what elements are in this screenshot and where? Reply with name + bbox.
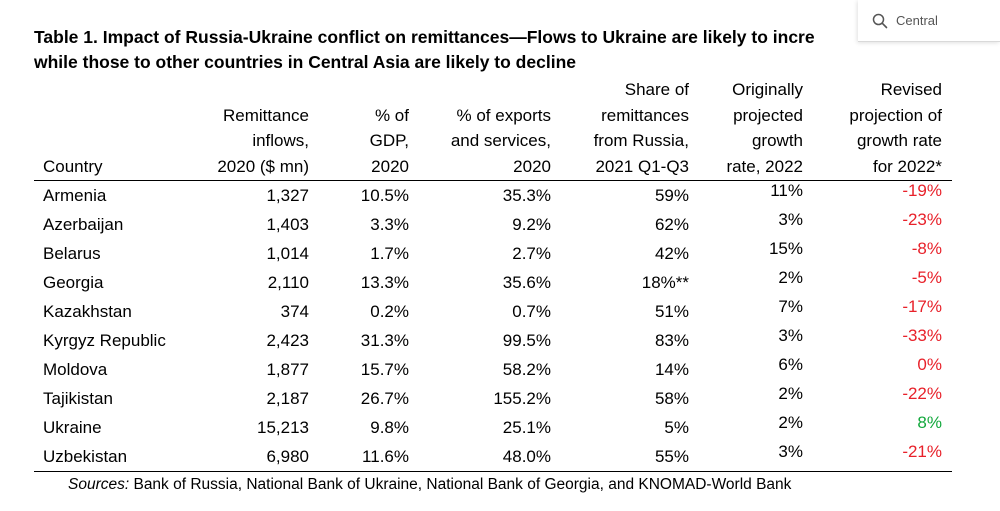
cell-original-growth: 15%	[768, 239, 803, 258]
cell-original-growth: 3%	[778, 210, 803, 229]
cell-original-growth: 2%	[778, 413, 803, 432]
cell-exports: 99.5%	[502, 330, 551, 350]
cell-original-growth: 6%	[778, 355, 803, 374]
cell-share-russia: 5%	[664, 417, 689, 437]
cell-revised-growth: -23%	[902, 210, 942, 229]
cell-share-russia: 83%	[654, 330, 689, 350]
cell-gdp: 3.3%	[370, 214, 409, 234]
table-row: Kyrgyz Republic 2,423 31.3% 99.5% 83% 3% -33%	[34, 326, 952, 355]
cell-share-russia: 58%	[654, 388, 689, 408]
cell-revised-growth: -22%	[902, 384, 942, 403]
cell-gdp: 15.7%	[360, 359, 409, 379]
search-box[interactable]: Central	[858, 0, 1000, 42]
table-row: Kazakhstan 374 0.2% 0.7% 51% 7% -17%	[34, 297, 952, 326]
header-revised-growth: Revised projection of growth rate for 20…	[813, 77, 952, 181]
cell-country: Kyrgyz Republic	[43, 330, 166, 350]
cell-revised-growth: -33%	[902, 326, 942, 345]
cell-remittance: 374	[280, 301, 309, 321]
header-row: Country Remittance inflows, 2020 ($ mn) …	[34, 77, 952, 181]
cell-original-growth: 11%	[770, 181, 803, 200]
cell-exports: 0.7%	[512, 301, 551, 321]
cell-gdp: 10.5%	[360, 185, 409, 205]
cell-gdp: 9.8%	[370, 417, 409, 437]
cell-revised-growth: -8%	[911, 239, 942, 258]
cell-revised-growth: -19%	[902, 181, 942, 200]
cell-gdp: 13.3%	[360, 272, 409, 292]
cell-exports: 48.0%	[419, 442, 561, 472]
table-row: Armenia 1,327 10.5% 35.3% 59% 11% -19%	[34, 181, 952, 211]
cell-revised-growth: -17%	[902, 297, 942, 316]
cell-country: Kazakhstan	[43, 301, 132, 321]
table-row: Belarus 1,014 1.7% 2.7% 42% 15% -8%	[34, 239, 952, 268]
sources-text: Bank of Russia, National Bank of Ukraine…	[129, 476, 792, 493]
cell-revised-growth: -5%	[911, 268, 942, 287]
cell-remittance: 2,187	[266, 388, 309, 408]
header-gdp: % of GDP, 2020	[319, 77, 419, 181]
header-country: Country	[34, 77, 196, 181]
cell-exports: 25.1%	[502, 417, 551, 437]
cell-share-russia: 55%	[561, 442, 699, 472]
cell-gdp: 0.2%	[370, 301, 409, 321]
table-row: Moldova 1,877 15.7% 58.2% 14% 6% 0%	[34, 355, 952, 384]
cell-original-growth: 2%	[778, 268, 803, 287]
table-row: Ukraine 15,213 9.8% 25.1% 5% 2% 8%	[34, 413, 952, 442]
cell-exports: 35.6%	[502, 272, 551, 292]
header-original-growth: Originally projected growth rate, 2022	[699, 77, 813, 181]
cell-country: Belarus	[43, 243, 101, 263]
cell-remittance: 2,423	[266, 330, 309, 350]
cell-original-growth: 3%	[699, 442, 813, 472]
cell-country: Ukraine	[43, 417, 102, 437]
sources-note: Sources: Bank of Russia, National Bank o…	[68, 476, 791, 494]
header-remittance: Remittance inflows, 2020 ($ mn)	[196, 77, 319, 181]
cell-revised-growth: -21%	[813, 442, 952, 472]
cell-country: Azerbaijan	[43, 214, 124, 234]
cell-exports: 155.2%	[493, 388, 551, 408]
cell-share-russia: 14%	[654, 359, 689, 379]
cell-remittance: 1,877	[266, 359, 309, 379]
cell-country: Uzbekistan	[34, 442, 196, 472]
cell-exports: 2.7%	[512, 243, 551, 263]
cell-remittance: 1,014	[266, 243, 309, 263]
search-icon[interactable]	[872, 13, 888, 29]
cell-share-russia: 62%	[654, 214, 689, 234]
header-exports: % of exports and services, 2020	[419, 77, 561, 181]
cell-country: Georgia	[43, 272, 104, 292]
cell-original-growth: 3%	[778, 326, 803, 345]
header-share-russia: Share of remittances from Russia, 2021 Q…	[561, 77, 699, 181]
cell-revised-growth: 8%	[917, 413, 942, 432]
table-row: Azerbaijan 1,403 3.3% 9.2% 62% 3% -23%	[34, 210, 952, 239]
cell-share-russia: 51%	[654, 301, 689, 321]
table-row: Uzbekistan 6,980 11.6% 48.0% 55% 3% -21%	[34, 442, 952, 472]
cell-remittance: 1,403	[266, 214, 309, 234]
cell-country: Moldova	[43, 359, 108, 379]
table-row: Tajikistan 2,187 26.7% 155.2% 58% 2% -22%	[34, 384, 952, 413]
remittances-table: Country Remittance inflows, 2020 ($ mn) …	[34, 77, 952, 472]
cell-revised-growth: 0%	[917, 355, 942, 374]
cell-share-russia: 59%	[654, 185, 689, 205]
cell-gdp: 26.7%	[360, 388, 409, 408]
table-row: Georgia 2,110 13.3% 35.6% 18%** 2% -5%	[34, 268, 952, 297]
cell-share-russia: 18%**	[641, 272, 689, 292]
cell-remittance: 6,980	[196, 442, 319, 472]
cell-gdp: 31.3%	[360, 330, 409, 350]
cell-exports: 35.3%	[502, 185, 551, 205]
table-title: Table 1. Impact of Russia-Ukraine confli…	[34, 25, 984, 75]
cell-remittance: 1,327	[266, 185, 309, 205]
cell-remittance: 15,213	[257, 417, 309, 437]
cell-original-growth: 2%	[778, 384, 803, 403]
cell-share-russia: 42%	[654, 243, 689, 263]
cell-country: Armenia	[43, 185, 107, 205]
cell-gdp: 1.7%	[370, 243, 409, 263]
cell-country: Tajikistan	[43, 388, 113, 408]
cell-exports: 58.2%	[502, 359, 551, 379]
table-title-line2: while those to other countries in Centra…	[34, 52, 576, 72]
cell-remittance: 2,110	[267, 272, 309, 292]
table-title-line1: Table 1. Impact of Russia-Ukraine confli…	[34, 27, 815, 47]
cell-exports: 9.2%	[512, 214, 551, 234]
sources-label: Sources:	[68, 476, 130, 493]
cell-original-growth: 7%	[778, 297, 803, 316]
search-input[interactable]: Central	[896, 13, 938, 28]
cell-gdp: 11.6%	[319, 442, 419, 472]
